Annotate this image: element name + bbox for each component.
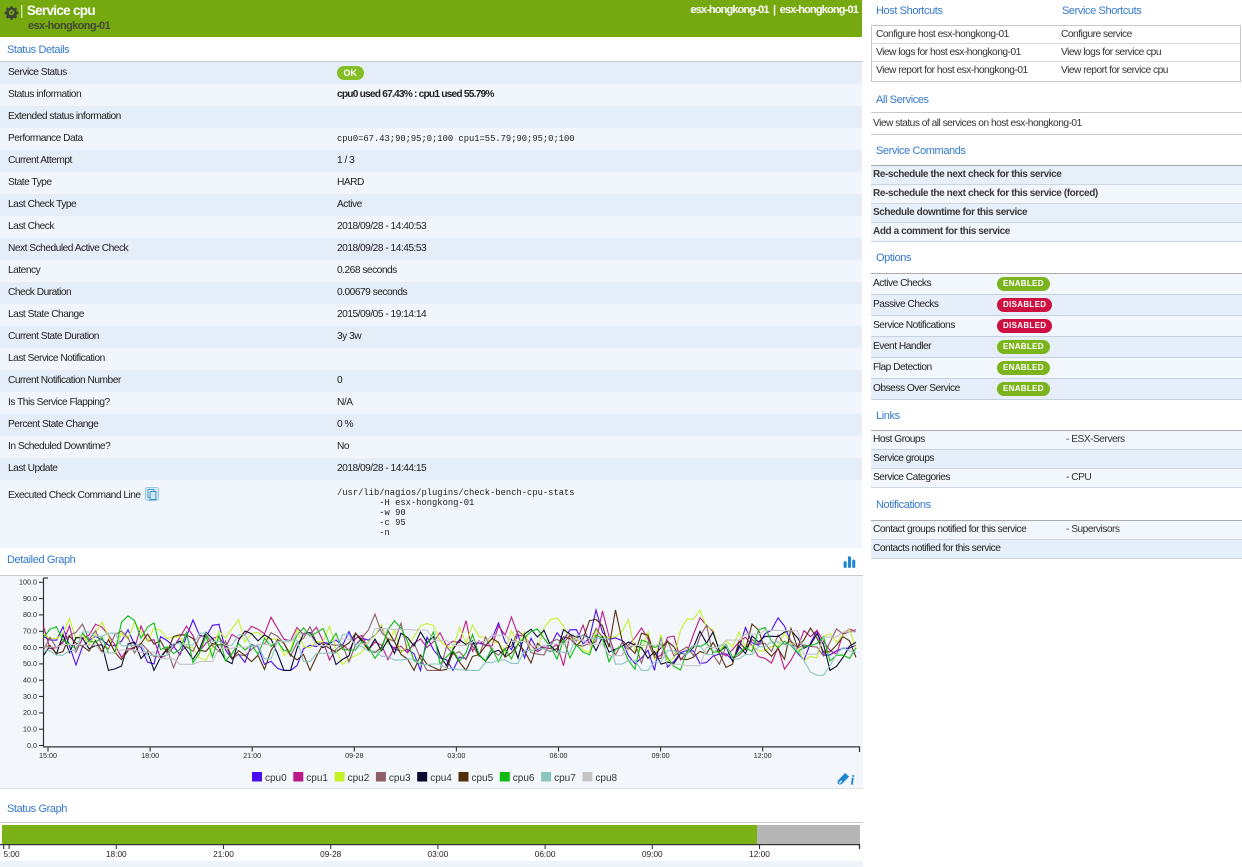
svg-text:12:00: 12:00 bbox=[754, 751, 772, 760]
svg-text:cpu1: cpu1 bbox=[306, 773, 328, 784]
svg-text:100.0: 100.0 bbox=[19, 578, 37, 587]
svg-text:20.0: 20.0 bbox=[23, 708, 37, 717]
svg-text:80.0: 80.0 bbox=[23, 610, 37, 619]
svg-text:90.0: 90.0 bbox=[23, 594, 37, 603]
svg-text:cpu8: cpu8 bbox=[595, 773, 617, 784]
svg-text:60.0: 60.0 bbox=[23, 643, 37, 652]
svg-text:30.0: 30.0 bbox=[23, 692, 37, 701]
svg-text:03:00: 03:00 bbox=[428, 849, 449, 859]
svg-text:06:00: 06:00 bbox=[550, 751, 568, 760]
svg-text:09:00: 09:00 bbox=[642, 849, 663, 859]
svg-text:i: i bbox=[851, 773, 855, 788]
svg-text:21:00: 21:00 bbox=[243, 751, 261, 760]
svg-text:cpu6: cpu6 bbox=[513, 773, 535, 784]
svg-text:21:00: 21:00 bbox=[213, 849, 234, 859]
svg-text:70.0: 70.0 bbox=[23, 627, 37, 636]
svg-text:09:00: 09:00 bbox=[652, 751, 670, 760]
svg-text:cpu4: cpu4 bbox=[430, 773, 452, 784]
svg-text:18:00: 18:00 bbox=[106, 849, 127, 859]
svg-text:03:00: 03:00 bbox=[447, 751, 465, 760]
svg-text:06:00: 06:00 bbox=[535, 849, 556, 859]
svg-text:09-28: 09-28 bbox=[320, 849, 342, 859]
svg-text:12:00: 12:00 bbox=[749, 849, 770, 859]
svg-text:10.0: 10.0 bbox=[23, 725, 37, 734]
svg-text:0.0: 0.0 bbox=[27, 741, 37, 750]
svg-text:cpu5: cpu5 bbox=[472, 773, 494, 784]
svg-text:cpu3: cpu3 bbox=[389, 773, 411, 784]
svg-text:09-28: 09-28 bbox=[345, 751, 363, 760]
svg-text:40.0: 40.0 bbox=[23, 676, 37, 685]
svg-text:cpu2: cpu2 bbox=[348, 773, 370, 784]
svg-text:15:00: 15:00 bbox=[39, 751, 57, 760]
svg-text:cpu0: cpu0 bbox=[265, 773, 287, 784]
svg-text:5:00: 5:00 bbox=[4, 849, 21, 859]
svg-text:cpu7: cpu7 bbox=[554, 773, 576, 784]
svg-text:18:00: 18:00 bbox=[141, 751, 159, 760]
svg-text:50.0: 50.0 bbox=[23, 659, 37, 668]
